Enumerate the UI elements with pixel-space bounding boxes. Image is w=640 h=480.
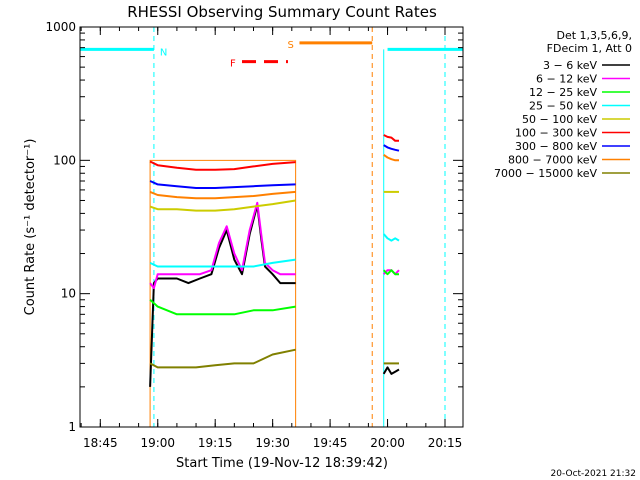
legend-label-0: 3 − 6 keV (543, 59, 597, 72)
legend-header-1: FDecim 1, Att 0 (547, 42, 632, 55)
series-line-7-segment-0 (149, 190, 296, 200)
series-line-3-segment-1 (382, 233, 400, 242)
series-line-2-segment-0 (149, 299, 296, 316)
series-line-5-segment-0 (149, 160, 296, 171)
x-tick-label-4: 19:45 (313, 436, 348, 450)
y-tick-label-1: 10 (61, 287, 76, 301)
y-axis-label: Count Rate (s⁻¹ detector⁻¹) (23, 139, 38, 316)
outline-trace-0 (149, 159, 297, 427)
x-tick-label-1: 19:00 (140, 436, 175, 450)
legend-label-5: 100 − 300 keV (515, 127, 597, 140)
series-line-0-segment-0 (149, 204, 296, 387)
series-line-1-segment-0 (149, 201, 296, 290)
y-tick-label-2: 100 (53, 153, 76, 167)
series-line-5-segment-1 (383, 134, 399, 142)
series-line-4-segment-0 (149, 199, 296, 212)
series-line-8-segment-0 (149, 348, 296, 369)
series-line-0-segment-1 (382, 366, 400, 375)
marker-label-F: F (230, 59, 236, 70)
x-tick-label-6: 20:15 (428, 436, 463, 450)
series-line-6-segment-0 (149, 180, 296, 189)
x-tick-label-2: 19:15 (198, 436, 233, 450)
x-axis-label: Start Time (19-Nov-12 18:39:42) (176, 456, 388, 471)
series-line-2-segment-1 (382, 269, 399, 276)
legend-label-3: 25 − 50 keV (529, 100, 597, 113)
y-tick-label-0: 1 (68, 420, 76, 434)
plot-marks: N S F (79, 27, 463, 427)
x-tick-label-0: 18:45 (83, 436, 118, 450)
series-line-3-segment-0 (149, 258, 296, 268)
legend-label-6: 300 − 800 keV (515, 140, 597, 153)
legend: Det 1,3,5,6,9,FDecim 1, Att 0 3 − 6 keV6 … (494, 29, 632, 180)
legend-header-0: Det 1,3,5,6,9, (556, 29, 632, 42)
legend-label-8: 7000 − 15000 keV (494, 167, 597, 180)
axes: 1 10 100 1000 18:45 19:00 19:15 19:30 19:45 20:00… (45, 20, 463, 450)
footer-date: 20-Oct-2021 21:32 (551, 469, 636, 479)
plot-frame (79, 26, 464, 428)
x-tick-label-3: 19:30 (255, 436, 290, 450)
series-line-6-segment-1 (383, 144, 400, 152)
legend-label-2: 12 − 25 keV (529, 86, 597, 99)
legend-label-4: 50 − 100 keV (522, 113, 597, 126)
legend-label-1: 6 − 12 keV (536, 73, 597, 86)
marker-label-N: N (160, 47, 167, 58)
y-tick-label-3: 1000 (45, 20, 76, 34)
x-tick-label-5: 20:00 (370, 436, 405, 450)
series-line-7-segment-1 (383, 153, 399, 162)
chart-title: RHESSI Observing Summary Count Rates (127, 3, 437, 21)
marker-label-S: S (287, 40, 293, 51)
legend-label-7: 800 − 7000 keV (508, 154, 597, 167)
